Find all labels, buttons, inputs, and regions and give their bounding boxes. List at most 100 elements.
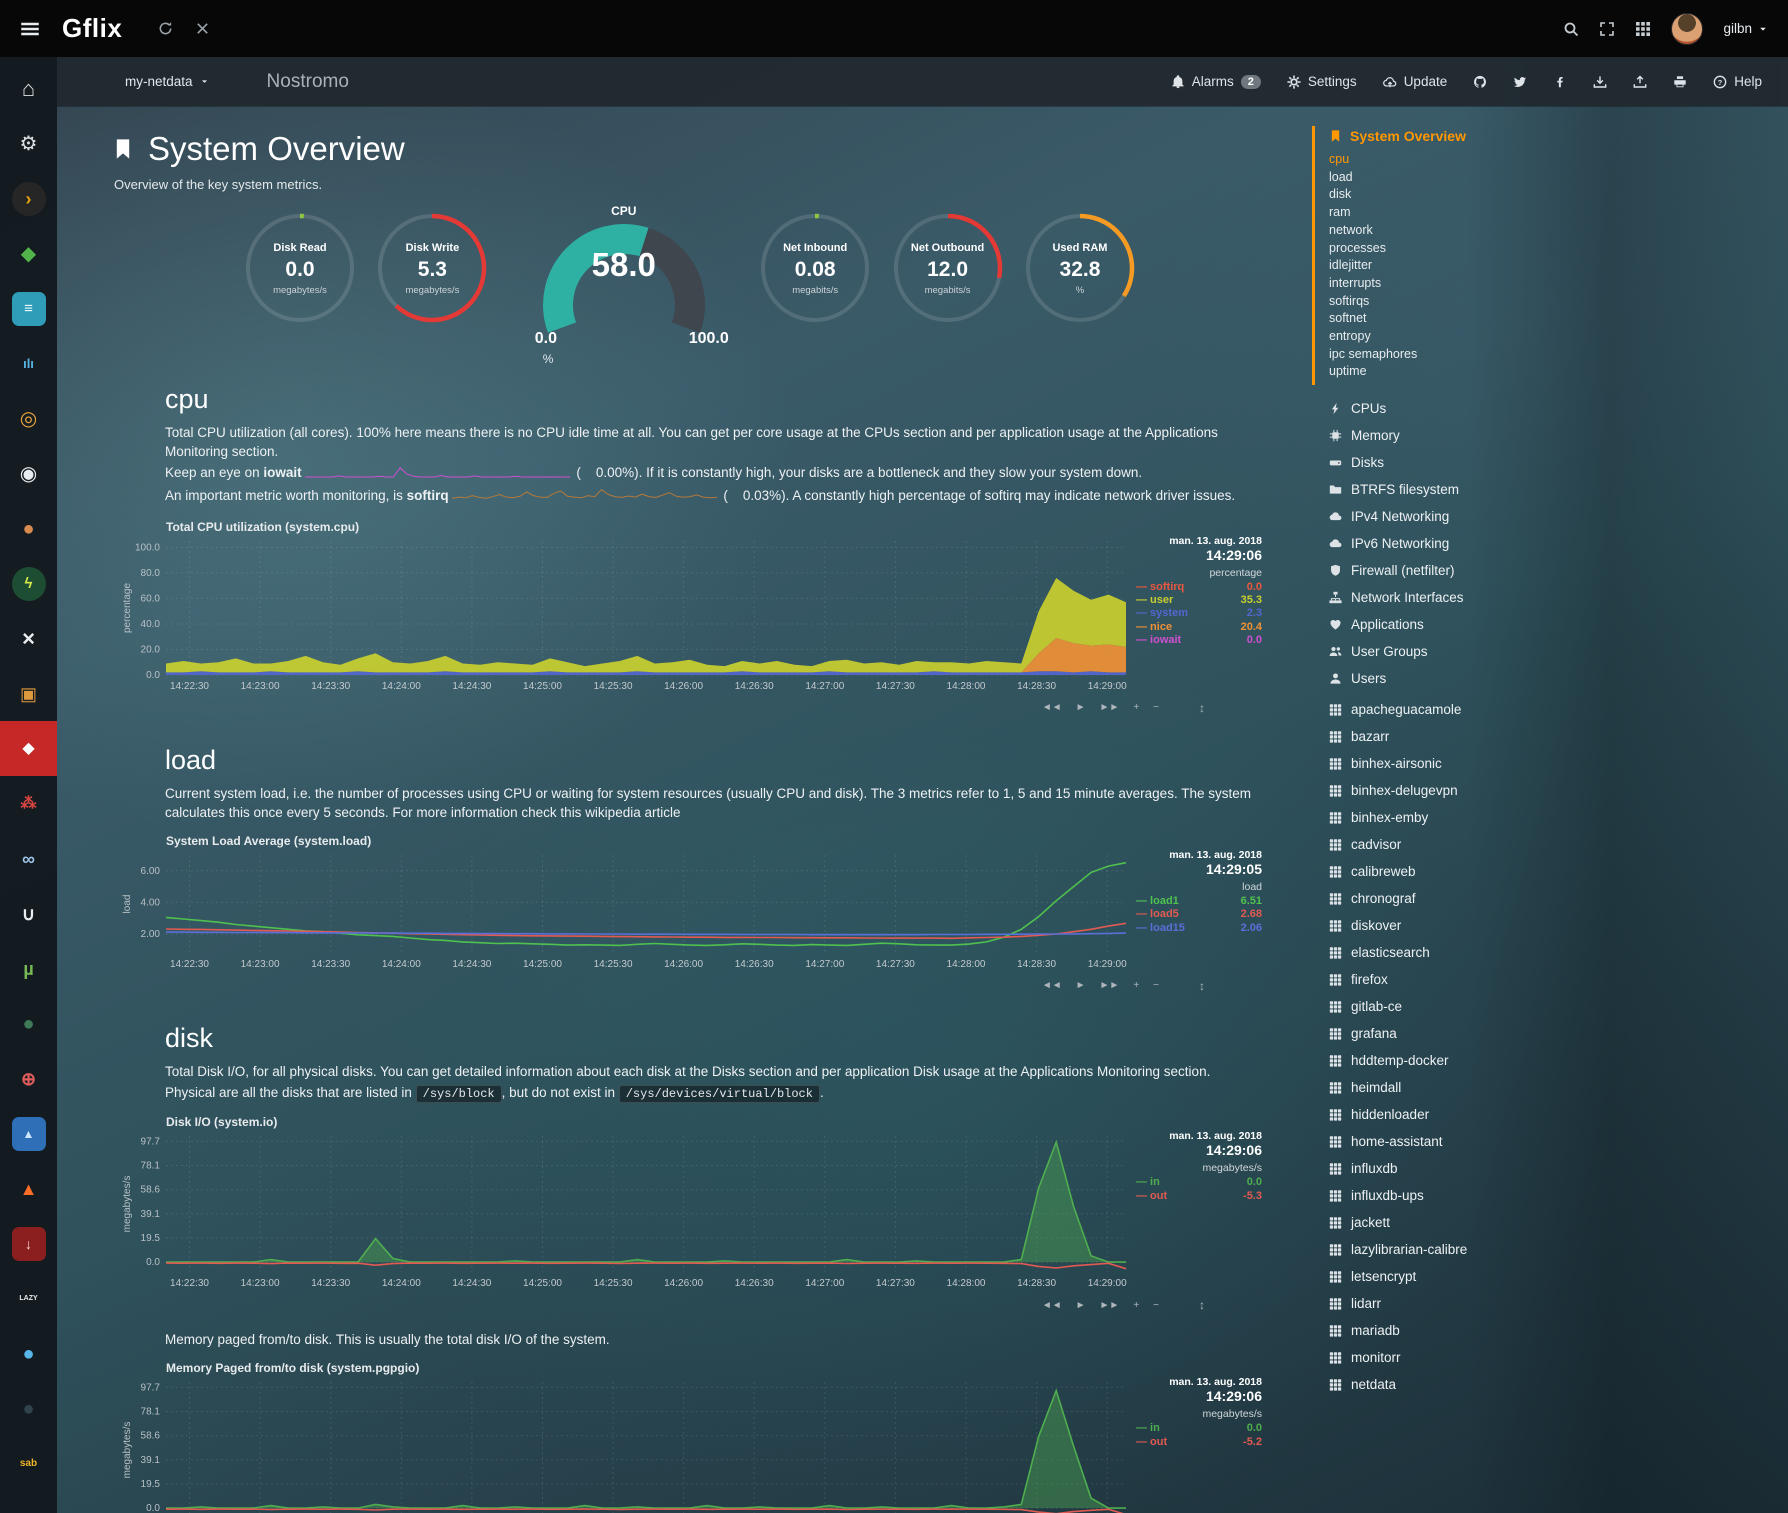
- chart-play-button[interactable]: ►: [1075, 702, 1086, 714]
- menu-item-applications[interactable]: Applications: [1312, 611, 1574, 638]
- ndbar-print-button[interactable]: [1673, 75, 1687, 89]
- menu-item-mariadb[interactable]: mariadb: [1312, 1317, 1574, 1344]
- legend-item-out[interactable]: — out -5.2: [1136, 1435, 1262, 1448]
- menu-item-hiddenloader[interactable]: hiddenloader: [1312, 1101, 1574, 1128]
- legend-item-softirq[interactable]: — softirq 0.0: [1136, 580, 1262, 593]
- chart-zoom-out-button[interactable]: −: [1153, 980, 1159, 992]
- gauge-cpu[interactable]: CPU 58.0 0.0 100.0 %: [519, 204, 729, 366]
- chart-play-button[interactable]: ►: [1075, 980, 1086, 992]
- chart-zoom-out-button[interactable]: −: [1153, 702, 1159, 714]
- menu-item-chronograf[interactable]: chronograf: [1312, 885, 1574, 912]
- legend-item-iowait[interactable]: — iowait 0.0: [1136, 634, 1262, 647]
- chart-pan-backward-button[interactable]: ◄◄: [1041, 702, 1062, 714]
- menu-item-lidarr[interactable]: lidarr: [1312, 1290, 1574, 1317]
- rail-app-pills-app-icon[interactable]: ⊕: [20, 1068, 37, 1089]
- submenu-item-disk[interactable]: disk: [1329, 187, 1352, 202]
- legend-item-out[interactable]: — out -5.3: [1136, 1189, 1262, 1202]
- rail-app-sab-icon[interactable]: sab: [19, 1457, 38, 1469]
- rail-app-drop-app-icon[interactable]: ●: [22, 1342, 35, 1365]
- menu-item-bazarr[interactable]: bazarr: [1312, 723, 1574, 750]
- search-icon[interactable]: [1563, 21, 1579, 37]
- menu-item-letsencrypt[interactable]: letsencrypt: [1312, 1263, 1574, 1290]
- fullscreen-icon[interactable]: [1599, 21, 1615, 37]
- legend-item-nice[interactable]: — nice 20.4: [1136, 620, 1262, 633]
- chart-zoom-in-button[interactable]: +: [1133, 980, 1140, 992]
- submenu-item-idlejitter[interactable]: idlejitter: [1329, 258, 1373, 273]
- rail-app-utorrent-icon[interactable]: µ: [23, 958, 34, 979]
- menu-item-cadvisor[interactable]: cadvisor: [1312, 831, 1574, 858]
- rail-app-cluster-app-icon[interactable]: ⁂: [20, 794, 37, 812]
- menu-item-memory[interactable]: Memory: [1312, 422, 1574, 449]
- legend-item-in[interactable]: — in 0.0: [1136, 1176, 1262, 1189]
- chart-zoom-in-button[interactable]: +: [1133, 702, 1140, 714]
- submenu-item-processes[interactable]: processes: [1329, 240, 1386, 255]
- rail-app-green-circle-app-icon[interactable]: ●: [22, 1012, 35, 1035]
- gauge-disk-read[interactable]: Disk Read 0.0 megabytes/s: [240, 208, 360, 340]
- menu-item-influxdb-ups[interactable]: influxdb-ups: [1312, 1182, 1574, 1209]
- rail-app-shield-app-icon[interactable]: ◆: [0, 721, 57, 776]
- rail-app-horseshoe-app-icon[interactable]: ∪: [21, 903, 36, 924]
- rail-app-arrow-app-icon[interactable]: ↓: [0, 1216, 57, 1271]
- menu-item-home-assistant[interactable]: home-assistant: [1312, 1128, 1574, 1155]
- chart-zoom-in-button[interactable]: +: [1133, 1299, 1140, 1311]
- ndbar-facebook-button[interactable]: [1553, 75, 1567, 89]
- rail-app-heimdall-app-icon[interactable]: ▲: [0, 1106, 57, 1161]
- avatar[interactable]: [1671, 12, 1704, 45]
- softirq-sparkline[interactable]: [451, 486, 717, 507]
- chart-resize-button[interactable]: ↕: [1199, 978, 1205, 993]
- ndbar-alarms-button[interactable]: Alarms 2: [1171, 74, 1261, 89]
- ndbar-upload-button[interactable]: [1633, 74, 1647, 89]
- chart-pan-forward-button[interactable]: ►►: [1099, 980, 1120, 992]
- menu-item-btrfs-filesystem[interactable]: BTRFS filesystem: [1312, 476, 1574, 503]
- menu-item-jackett[interactable]: jackett: [1312, 1209, 1574, 1236]
- host-dropdown[interactable]: my-netdata: [125, 74, 209, 89]
- close-icon[interactable]: [195, 21, 210, 36]
- menu-item-influxdb[interactable]: influxdb: [1312, 1155, 1574, 1182]
- rail-app-owncloud-icon[interactable]: ∞: [22, 848, 35, 869]
- refresh-icon[interactable]: [158, 21, 173, 36]
- menu-item-diskover[interactable]: diskover: [1312, 912, 1574, 939]
- rail-app-orange-circle-app-icon[interactable]: ●: [22, 517, 35, 540]
- gauge-net-outbound[interactable]: Net Outbound 12.0 megabits/s: [888, 208, 1008, 340]
- submenu-item-softnet[interactable]: softnet: [1329, 311, 1367, 326]
- menu-item-user-groups[interactable]: User Groups: [1312, 638, 1574, 665]
- rail-app-settings-icon[interactable]: ⚙: [19, 132, 38, 155]
- iowait-sparkline[interactable]: [304, 463, 570, 484]
- rail-app-home-icon[interactable]: ⌂: [21, 75, 36, 101]
- submenu-item-interrupts[interactable]: interrupts: [1329, 275, 1382, 290]
- menu-item-cpus[interactable]: CPUs: [1312, 395, 1574, 422]
- rail-app-emby-icon[interactable]: ◆: [20, 242, 37, 265]
- gauge-net-inbound[interactable]: Net Inbound 0.08 megabits/s: [755, 208, 875, 340]
- menu-item-disks[interactable]: Disks: [1312, 449, 1574, 476]
- legend-item-load15[interactable]: — load15 2.06: [1136, 921, 1262, 934]
- ndbar-help-button[interactable]: ? Help: [1713, 74, 1762, 89]
- menu-item-users[interactable]: Users: [1312, 665, 1574, 692]
- menu-item-ipv4-networking[interactable]: IPv4 Networking: [1312, 503, 1574, 530]
- rail-app-plex-icon[interactable]: ›: [0, 171, 57, 226]
- chart-pan-backward-button[interactable]: ◄◄: [1041, 1299, 1062, 1311]
- menu-item-binhex-airsonic[interactable]: binhex-airsonic: [1312, 750, 1574, 777]
- chart-plot[interactable]: megabytes/s97.778.158.639.119.50.014:22:…: [120, 1376, 1130, 1513]
- legend-item-load1[interactable]: — load1 6.51: [1136, 894, 1262, 907]
- submenu-item-cpu[interactable]: cpu: [1329, 152, 1350, 166]
- menu-item-hddtemp-docker[interactable]: hddtemp-docker: [1312, 1047, 1574, 1074]
- chart-pan-forward-button[interactable]: ►►: [1099, 1299, 1120, 1311]
- menu-item-firewall-netfilter[interactable]: Firewall (netfilter): [1312, 557, 1574, 584]
- chart-zoom-out-button[interactable]: −: [1153, 1299, 1159, 1311]
- chart-play-button[interactable]: ►: [1075, 1299, 1086, 1311]
- rail-app-camera-app-icon[interactable]: ▣: [19, 683, 37, 704]
- menu-item-binhex-emby[interactable]: binhex-emby: [1312, 804, 1574, 831]
- menu-item-apacheguacamole[interactable]: apacheguacamole: [1312, 696, 1574, 723]
- user-menu[interactable]: gilbn: [1723, 21, 1768, 36]
- chart-resize-button[interactable]: ↕: [1199, 1298, 1205, 1313]
- menu-item-netdata[interactable]: netdata: [1312, 1371, 1574, 1398]
- submenu-item-ram[interactable]: ram: [1329, 205, 1351, 220]
- rail-app-target-app-icon[interactable]: ◉: [19, 462, 38, 485]
- menu-item-lazylibrarian-calibre[interactable]: lazylibrarian-calibre: [1312, 1236, 1574, 1263]
- chart-resize-button[interactable]: ↕: [1199, 700, 1205, 715]
- legend-item-load5[interactable]: — load5 2.68: [1136, 908, 1262, 921]
- rail-app-bolt-app-icon[interactable]: ϟ: [0, 556, 57, 611]
- gauge-used-ram[interactable]: Used RAM 32.8 %: [1020, 208, 1140, 340]
- menu-item-system-overview[interactable]: System Overview: [1329, 128, 1574, 144]
- menu-item-gitlab-ce[interactable]: gitlab-ce: [1312, 993, 1574, 1020]
